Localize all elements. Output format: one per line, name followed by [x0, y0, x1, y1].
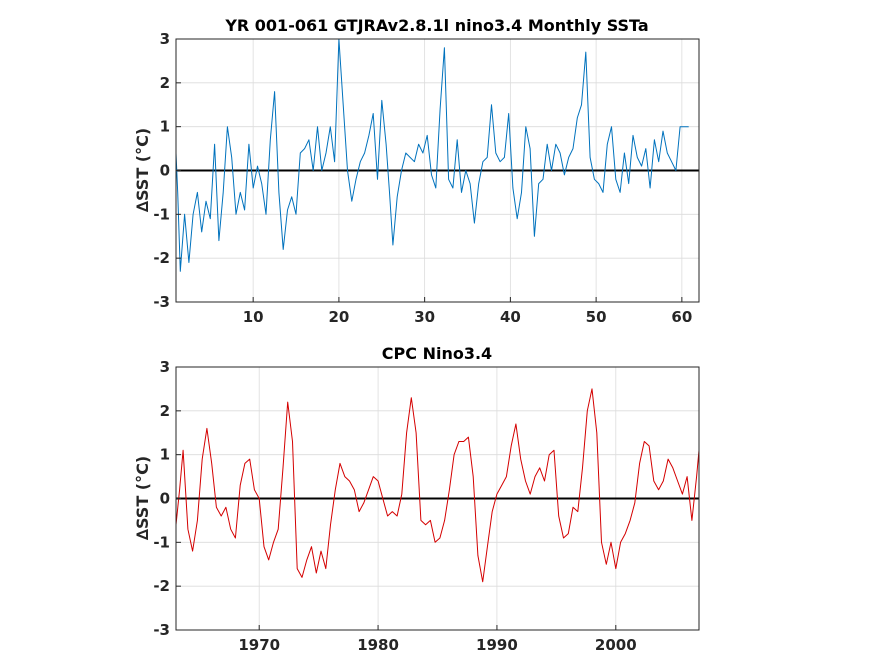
top-chart-ytick-label: 1 [160, 118, 170, 136]
bottom-chart-title: CPC Nino3.4 [382, 344, 492, 363]
top-chart-ytick-label: 3 [160, 30, 170, 48]
bottom-chart-ytick-label: 1 [160, 446, 170, 464]
bottom-chart-xtick-label: 1970 [238, 636, 280, 654]
top-chart-series-line [175, 38, 689, 272]
top-chart-xtick-label: 60 [671, 308, 692, 326]
top-chart-series-group [175, 38, 689, 272]
bottom-chart-ytick-label: -3 [153, 621, 170, 639]
top-chart-title: YR 001-061 GTJRAv2.8.1l nino3.4 Monthly … [224, 16, 648, 35]
top-chart-xtick-label: 50 [586, 308, 607, 326]
top-chart-ylabel: ∆SST (°C) [133, 128, 152, 212]
top-chart-ytick-label: 0 [160, 162, 170, 180]
top-chart-panel: YR 001-061 GTJRAv2.8.1l nino3.4 Monthly … [133, 16, 700, 326]
bottom-chart-ytick-label: -1 [153, 533, 170, 551]
bottom-chart-xtick-label: 1990 [476, 636, 518, 654]
bottom-chart-series-group [175, 388, 700, 583]
top-chart-xtick-label: 30 [414, 308, 435, 326]
top-chart-ytick-label: -1 [153, 205, 170, 223]
bottom-chart-xtick-label: 1980 [357, 636, 399, 654]
top-chart-ytick-label: -3 [153, 293, 170, 311]
top-chart-xtick-label: 10 [243, 308, 264, 326]
top-chart-ytick-label: 2 [160, 74, 170, 92]
bottom-chart-ticks: -3 -2 -1 0 1 2 3 1970 1980 1990 2000 [153, 358, 636, 654]
bottom-chart-ytick-label: 2 [160, 402, 170, 420]
top-chart-ticks: -3 -2 -1 0 1 2 3 10 20 30 40 50 60 [153, 30, 692, 326]
bottom-chart-ytick-label: 0 [160, 490, 170, 508]
bottom-chart-xtick-label: 2000 [595, 636, 637, 654]
top-chart-xtick-label: 20 [328, 308, 349, 326]
bottom-chart-series-line [175, 388, 700, 583]
bottom-chart-ylabel: ∆SST (°C) [133, 456, 152, 540]
bottom-chart-ytick-label: -2 [153, 577, 170, 595]
top-chart-xtick-label: 40 [500, 308, 521, 326]
top-chart-ytick-label: -2 [153, 249, 170, 267]
bottom-chart-panel: CPC Nino3.4 -3 -2 -1 0 1 2 3 1970 1980 1990 2000 ∆… [133, 344, 700, 654]
bottom-chart-ytick-label: 3 [160, 358, 170, 376]
